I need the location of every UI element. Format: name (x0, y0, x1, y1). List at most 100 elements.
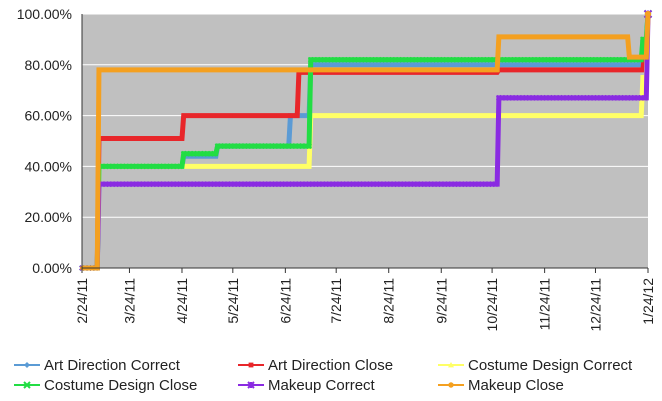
data-point (522, 113, 527, 118)
data-point (569, 113, 574, 118)
data-point (369, 62, 374, 67)
data-point (235, 67, 240, 72)
data-point (366, 113, 371, 118)
data-point (313, 67, 318, 72)
data-point (415, 67, 420, 72)
data-point (276, 67, 281, 72)
data-point (493, 70, 498, 75)
data-point (259, 164, 264, 169)
data-point (634, 55, 639, 60)
data-point (476, 70, 481, 75)
data-point (636, 68, 640, 72)
data-point (242, 164, 247, 169)
data-point (422, 70, 427, 75)
data-point (151, 67, 156, 72)
data-point (188, 113, 193, 118)
data-point (349, 62, 354, 67)
data-point (525, 113, 530, 118)
x-tick-label: 7/24/11 (328, 278, 344, 324)
data-point (571, 68, 576, 72)
data-point (396, 113, 402, 118)
data-point (327, 67, 332, 72)
data-point (120, 67, 125, 72)
data-point (478, 113, 483, 118)
data-point (615, 62, 620, 67)
data-point (549, 113, 554, 118)
data-point (184, 164, 190, 169)
data-point (600, 113, 605, 118)
data-point (103, 136, 108, 141)
data-point (127, 136, 132, 141)
data-point (571, 34, 576, 39)
data-point (371, 70, 376, 75)
data-point (419, 70, 423, 75)
data-point (208, 67, 213, 72)
data-point (376, 113, 381, 118)
data-point (317, 70, 322, 75)
data-point (195, 67, 200, 72)
data-point (325, 113, 330, 118)
data-point (417, 62, 422, 67)
data-point (459, 67, 464, 72)
data-point (527, 34, 532, 39)
data-point (572, 113, 578, 118)
data-point (552, 113, 557, 118)
data-point (356, 113, 361, 118)
data-point (134, 136, 138, 141)
data-point (300, 67, 305, 72)
data-point (192, 113, 196, 118)
data-point (561, 68, 566, 72)
data-point (561, 62, 566, 67)
data-point (164, 136, 169, 141)
data-point (195, 164, 200, 169)
data-point (578, 34, 583, 39)
data-point (144, 136, 149, 141)
data-point (432, 70, 437, 75)
data-point (406, 113, 412, 118)
data-point (400, 113, 405, 118)
data-point (130, 67, 135, 72)
x-tick-label: 4/24/11 (174, 278, 190, 324)
data-point (262, 164, 268, 169)
data-point (547, 62, 552, 67)
data-point (429, 67, 434, 72)
data-point (280, 113, 284, 118)
data-point (171, 136, 176, 141)
data-point (467, 62, 473, 67)
data-point (437, 113, 442, 118)
data-point (481, 113, 486, 118)
data-point (310, 67, 315, 72)
data-point (524, 68, 528, 72)
data-point (383, 113, 388, 118)
data-point (591, 34, 596, 39)
data-point (148, 136, 152, 141)
data-point (311, 113, 317, 118)
data-point (410, 113, 415, 118)
data-point (518, 113, 524, 118)
data-point (531, 68, 535, 72)
data-point (461, 113, 466, 118)
data-point (513, 34, 518, 39)
data-point (236, 113, 240, 118)
data-point (344, 67, 349, 72)
data-point (342, 113, 347, 118)
data-point (564, 68, 569, 72)
data-point (379, 113, 385, 118)
data-point (286, 67, 291, 72)
data-point (488, 62, 493, 67)
data-point (627, 55, 632, 60)
data-point (574, 34, 579, 39)
data-point (364, 70, 369, 75)
data-point (388, 70, 393, 75)
y-tick-label: 20.00% (25, 209, 72, 225)
data-point (389, 113, 395, 118)
data-point (405, 67, 410, 72)
data-point (473, 70, 477, 75)
data-point (141, 136, 145, 141)
data-point (161, 67, 166, 72)
data-point (403, 113, 408, 118)
data-point (332, 62, 337, 67)
data-point (506, 62, 512, 67)
x-tick-label: 9/24/11 (433, 278, 449, 324)
x-tick-label: 10/24/11 (484, 278, 500, 332)
